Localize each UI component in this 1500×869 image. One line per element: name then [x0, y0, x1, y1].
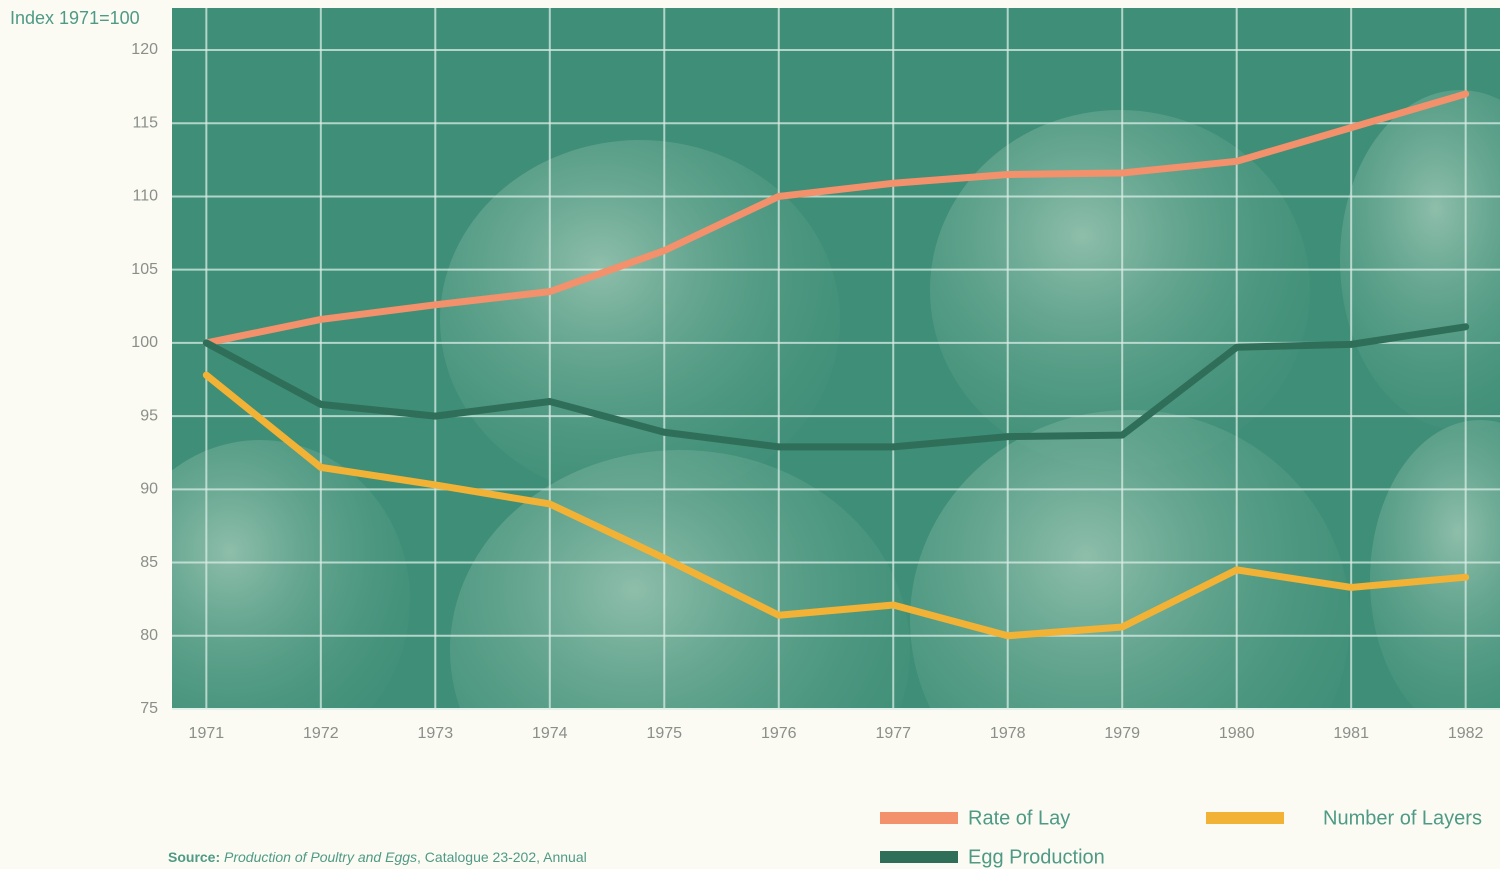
data-line [202, 323, 1470, 451]
x-tick-label: 1971 [189, 725, 225, 742]
source-rest: , Catalogue 23-202, Annual [417, 849, 587, 865]
x-tick-label: 1980 [1219, 725, 1255, 742]
x-tick-label: 1976 [761, 725, 797, 742]
legend-swatch [1206, 812, 1284, 824]
data-line [202, 371, 1470, 640]
y-tick-label: 115 [132, 114, 158, 131]
y-tick-label: 100 [131, 334, 158, 351]
source-label: Source: [168, 849, 220, 865]
x-tick-label: 1977 [875, 725, 911, 742]
x-tick-label: 1972 [303, 725, 339, 742]
data-line [202, 90, 1470, 347]
x-tick-label: 1973 [418, 725, 454, 742]
source-title: Production of Poultry and Eggs [224, 849, 417, 865]
legend-label: Rate of Lay [968, 807, 1070, 829]
legend-swatch [880, 812, 958, 824]
x-tick-label: 1981 [1333, 725, 1369, 742]
y-tick-label: 110 [132, 188, 158, 205]
y-tick-label: 85 [140, 554, 158, 571]
x-tick-label: 1978 [990, 725, 1026, 742]
y-tick-label: 75 [140, 700, 158, 717]
source-note: Source: Production of Poultry and Eggs, … [168, 849, 587, 865]
x-tick-label: 1974 [532, 725, 568, 742]
x-tick-label: 1979 [1104, 725, 1140, 742]
y-axis-label: Index 1971=100 [10, 8, 140, 28]
y-tick-label: 95 [140, 407, 158, 424]
y-tick-label: 105 [131, 261, 158, 278]
y-tick-label: 120 [131, 41, 158, 58]
legend-label: Number of Layers [1323, 807, 1482, 829]
y-tick-label: 90 [140, 481, 158, 498]
legend-swatch [880, 851, 958, 863]
x-tick-label: 1982 [1448, 725, 1484, 742]
y-tick-label: 80 [140, 627, 158, 644]
legend-label: Egg Production [968, 846, 1105, 868]
x-tick-label: 1975 [646, 725, 682, 742]
plot-background [172, 8, 1500, 708]
